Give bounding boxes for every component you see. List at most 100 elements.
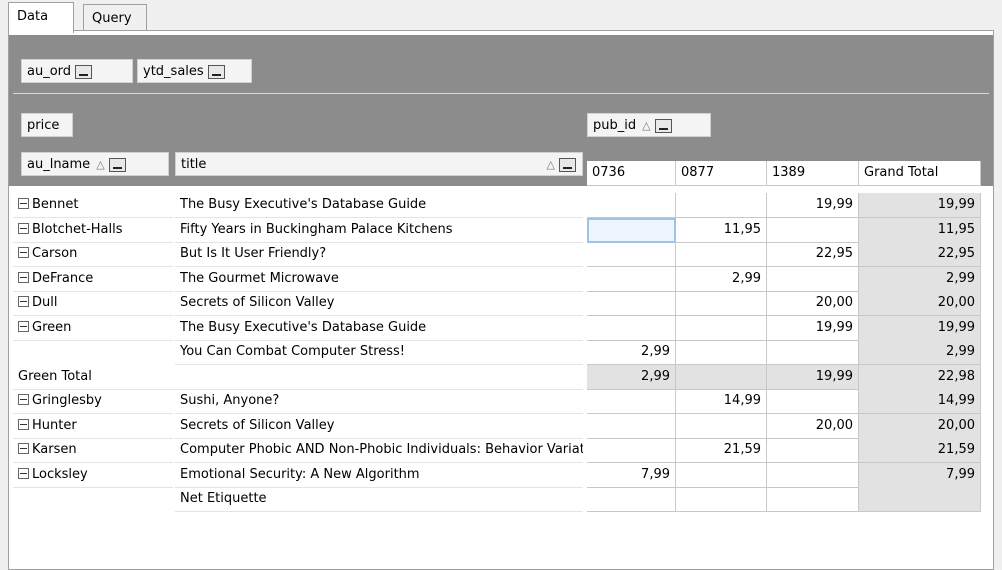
value-cell[interactable] — [676, 193, 767, 218]
tab-query[interactable]: Query — [83, 4, 147, 31]
value-cell[interactable]: 19,99 — [859, 193, 981, 218]
value-cell[interactable] — [767, 462, 859, 488]
value-cell[interactable]: 7,99 — [859, 462, 981, 488]
row-label[interactable]: Bennet — [13, 193, 173, 218]
collapse-icon[interactable] — [18, 271, 29, 283]
title-label: The Busy Executive's Database Guide — [175, 316, 583, 341]
collapse-icon[interactable] — [18, 247, 29, 258]
row-label[interactable]: Locksley — [13, 463, 173, 488]
value-cell[interactable] — [587, 193, 676, 218]
value-cell[interactable] — [767, 438, 859, 463]
value-cell[interactable]: 21,59 — [859, 438, 981, 463]
collapse-icon[interactable] — [18, 418, 29, 430]
author: Locksley — [32, 466, 88, 482]
pivot-panel: au_ord ytd_sales price pub_id △ au_lname △… — [8, 30, 994, 570]
value-cell[interactable] — [676, 340, 767, 365]
value-cell[interactable] — [767, 266, 859, 292]
value-cell[interactable]: 20,00 — [859, 291, 981, 316]
value-cell[interactable] — [767, 389, 859, 414]
value-cell[interactable]: 2,99 — [587, 340, 676, 365]
row-label[interactable]: Gringlesby — [13, 389, 173, 414]
value-cell[interactable]: 2,99 — [676, 266, 767, 292]
value-cell[interactable] — [587, 242, 676, 267]
value-cell[interactable] — [676, 242, 767, 267]
value-cell[interactable] — [587, 217, 676, 243]
value-cell[interactable]: 2,99 — [859, 340, 981, 365]
collapse-icon[interactable] — [18, 198, 29, 209]
value-cell[interactable] — [587, 389, 676, 414]
value-cell[interactable]: 2,99 — [587, 364, 676, 390]
field-label: au_ord — [27, 64, 72, 79]
value-cell[interactable]: 7,99 — [587, 462, 676, 488]
author: Karsen — [32, 442, 77, 457]
column-field[interactable]: pub_id △ — [587, 113, 711, 137]
value-cell[interactable] — [859, 487, 981, 512]
value-cell[interactable]: 2,99 — [859, 266, 981, 292]
data-field[interactable]: price — [21, 113, 73, 137]
value-cell[interactable]: 11,95 — [676, 217, 767, 243]
field-label: title — [181, 157, 207, 172]
row-label[interactable]: DeFrance — [13, 267, 173, 292]
author: Hunter — [32, 417, 77, 433]
row-field[interactable]: au_lname △ — [21, 152, 169, 176]
value-cell[interactable] — [587, 266, 676, 292]
value-cell[interactable]: 19,99 — [767, 193, 859, 218]
value-cell[interactable] — [676, 462, 767, 488]
value-cell[interactable]: 19,99 — [859, 315, 981, 341]
title-label: Net Etiquette — [175, 487, 583, 512]
title-label: Secrets of Silicon Valley — [175, 291, 583, 316]
value-cell[interactable] — [767, 487, 859, 512]
row-label[interactable]: Hunter — [13, 414, 173, 439]
value-cell[interactable]: 14,99 — [676, 389, 767, 414]
row-label[interactable]: Dull — [13, 291, 173, 316]
value-cell[interactable]: 11,95 — [859, 217, 981, 243]
value-cell[interactable] — [676, 487, 767, 512]
value-cell[interactable] — [587, 438, 676, 463]
value-cell[interactable]: 21,59 — [676, 438, 767, 463]
separator — [13, 93, 989, 94]
value-cell[interactable]: 22,95 — [767, 242, 859, 267]
title-label: You Can Combat Computer Stress! — [175, 340, 583, 365]
collapse-icon[interactable] — [18, 320, 29, 332]
title-label: Secrets of Silicon Valley — [175, 414, 583, 439]
value-cell[interactable]: 20,00 — [767, 413, 859, 439]
row-label[interactable]: Green — [13, 316, 173, 341]
collapse-icon[interactable] — [18, 467, 29, 479]
collapse-icon[interactable] — [18, 443, 29, 454]
value-cell[interactable]: 14,99 — [859, 389, 981, 414]
value-cell[interactable] — [587, 315, 676, 341]
value-cell[interactable] — [587, 487, 676, 512]
title-label: Emotional Security: A New Algorithm — [175, 463, 583, 488]
author: Dull — [32, 295, 58, 310]
value-cell[interactable] — [676, 413, 767, 439]
value-cell[interactable]: 20,00 — [767, 291, 859, 316]
filter-field[interactable]: au_ord — [21, 59, 133, 83]
collapse-icon[interactable] — [18, 222, 29, 234]
column-header: 0736 — [587, 161, 676, 186]
row-label[interactable]: Blotchet-Halls — [13, 218, 173, 243]
value-cell[interactable] — [676, 291, 767, 316]
value-cell[interactable]: 19,99 — [767, 315, 859, 341]
value-cell[interactable] — [676, 364, 767, 390]
value-cell[interactable]: 22,95 — [859, 242, 981, 267]
title-label: The Gourmet Microwave — [175, 267, 583, 292]
filter-field[interactable]: ytd_sales — [137, 59, 252, 83]
value-cell[interactable] — [767, 340, 859, 365]
row-label[interactable]: Carson — [13, 242, 173, 267]
value-cell[interactable] — [587, 291, 676, 316]
collapse-icon[interactable] — [18, 296, 29, 307]
value-cell[interactable] — [676, 315, 767, 341]
row-field[interactable]: title △ — [175, 152, 583, 176]
row-label[interactable]: Karsen — [13, 438, 173, 463]
value-cell[interactable] — [587, 413, 676, 439]
value-cell[interactable] — [767, 217, 859, 243]
field-label: ytd_sales — [143, 64, 204, 79]
value-cell[interactable]: 22,98 — [859, 364, 981, 390]
value-cell[interactable]: 19,99 — [767, 364, 859, 390]
author: Green — [32, 319, 72, 335]
title-label: Fifty Years in Buckingham Palace Kitchen… — [175, 218, 583, 243]
value-cell[interactable]: 20,00 — [859, 413, 981, 439]
tab-data[interactable]: Data — [8, 2, 74, 33]
collapse-icon[interactable] — [18, 394, 29, 405]
